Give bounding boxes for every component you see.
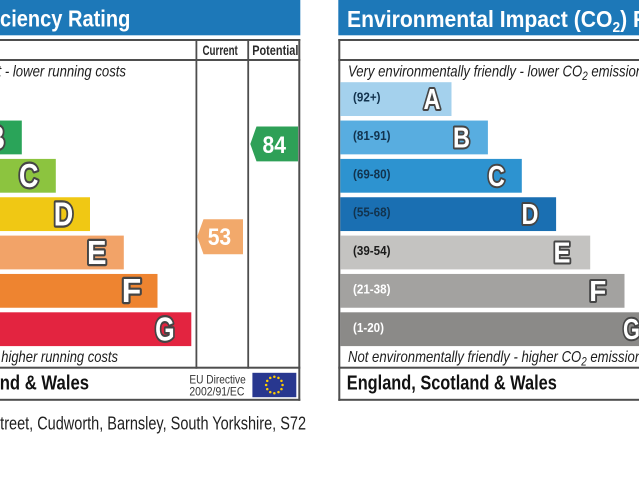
svg-text:(81-91): (81-91) [353,129,391,143]
svg-text:EU Directive: EU Directive [189,373,245,386]
svg-text:(55-68): (55-68) [353,206,391,220]
svg-text:Current: Current [203,42,239,58]
svg-text:England & Wales: England & Wales [0,373,89,395]
svg-text:Energy Efficiency Rating: Energy Efficiency Rating [0,6,130,32]
svg-text:Potential: Potential [252,42,298,58]
svg-text:England, Scotland & Wales: England, Scotland & Wales [347,373,557,395]
svg-text:Street, Cudworth, Barnsley, So: Street, Cudworth, Barnsley, South Yorksh… [0,413,306,434]
svg-text:F: F [122,272,142,309]
svg-text:D: D [54,196,74,233]
svg-text:Not energy efficient - higher: Not energy efficient - higher running co… [0,349,118,366]
svg-text:E: E [554,238,571,270]
svg-text:Environmental Impact (CO2) Rat: Environmental Impact (CO2) Rating [347,6,639,36]
svg-text:D: D [522,199,539,231]
svg-text:(1-20): (1-20) [353,321,384,335]
svg-text:53: 53 [208,224,232,251]
svg-text:(69-80): (69-80) [353,167,391,181]
svg-text:Not environmentally friendly -: Not environmentally friendly - higher CO… [348,349,639,369]
svg-text:C: C [19,157,39,194]
svg-text:B: B [453,122,470,154]
svg-text:(21-38): (21-38) [353,282,391,296]
svg-text:E: E [87,234,107,271]
svg-text:G: G [623,314,639,346]
svg-text:G: G [155,311,175,348]
svg-text:2002/91/EC: 2002/91/EC [189,385,244,398]
svg-text:F: F [589,276,606,308]
svg-text:B: B [0,119,5,156]
svg-text:(92+): (92+) [353,91,381,105]
svg-text:A: A [424,84,441,116]
svg-text:Very energy efficient - lower: Very energy efficient - lower running co… [0,64,126,81]
svg-text:C: C [488,161,505,193]
svg-text:Very environmentally friendly: Very environmentally friendly - lower CO… [348,63,639,83]
svg-text:84: 84 [263,132,287,159]
svg-text:(39-54): (39-54) [353,244,391,258]
